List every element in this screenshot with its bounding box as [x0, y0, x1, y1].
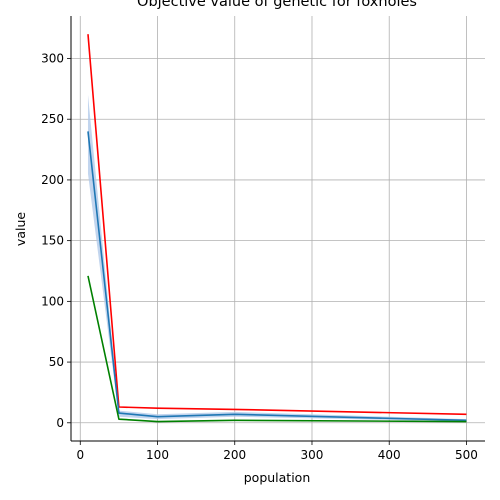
x-tick-label: 0	[76, 448, 84, 462]
x-tick-label: 300	[301, 448, 324, 462]
x-tick-label: 200	[223, 448, 246, 462]
band-area	[87, 94, 467, 422]
x-tick-label: 400	[378, 448, 401, 462]
y-tick-label: 250	[41, 112, 64, 126]
y-tick-label: 150	[41, 234, 64, 248]
y-tick-label: 0	[56, 416, 64, 430]
y-tick-label: 100	[41, 294, 64, 308]
series-line-2	[87, 131, 467, 422]
series-line-1	[87, 34, 467, 416]
tick-labels: 0 100 200 300 400 500 0 50 100 150 200 250 300	[41, 52, 478, 463]
gridlines	[71, 16, 485, 441]
y-tick-label: 200	[41, 173, 64, 187]
x-tick-label: 500	[455, 448, 478, 462]
series-line-3	[87, 275, 467, 423]
y-axis-label: value	[13, 212, 28, 246]
series-lines	[87, 34, 467, 423]
y-tick-label: 300	[41, 52, 64, 66]
y-tick-label: 50	[49, 355, 64, 369]
axes	[67, 16, 485, 445]
x-axis-label: population	[244, 470, 311, 485]
x-tick-label: 100	[146, 448, 169, 462]
chart-title: Objective value of genetic for foxholes	[137, 0, 417, 10]
confidence-band	[87, 94, 467, 422]
